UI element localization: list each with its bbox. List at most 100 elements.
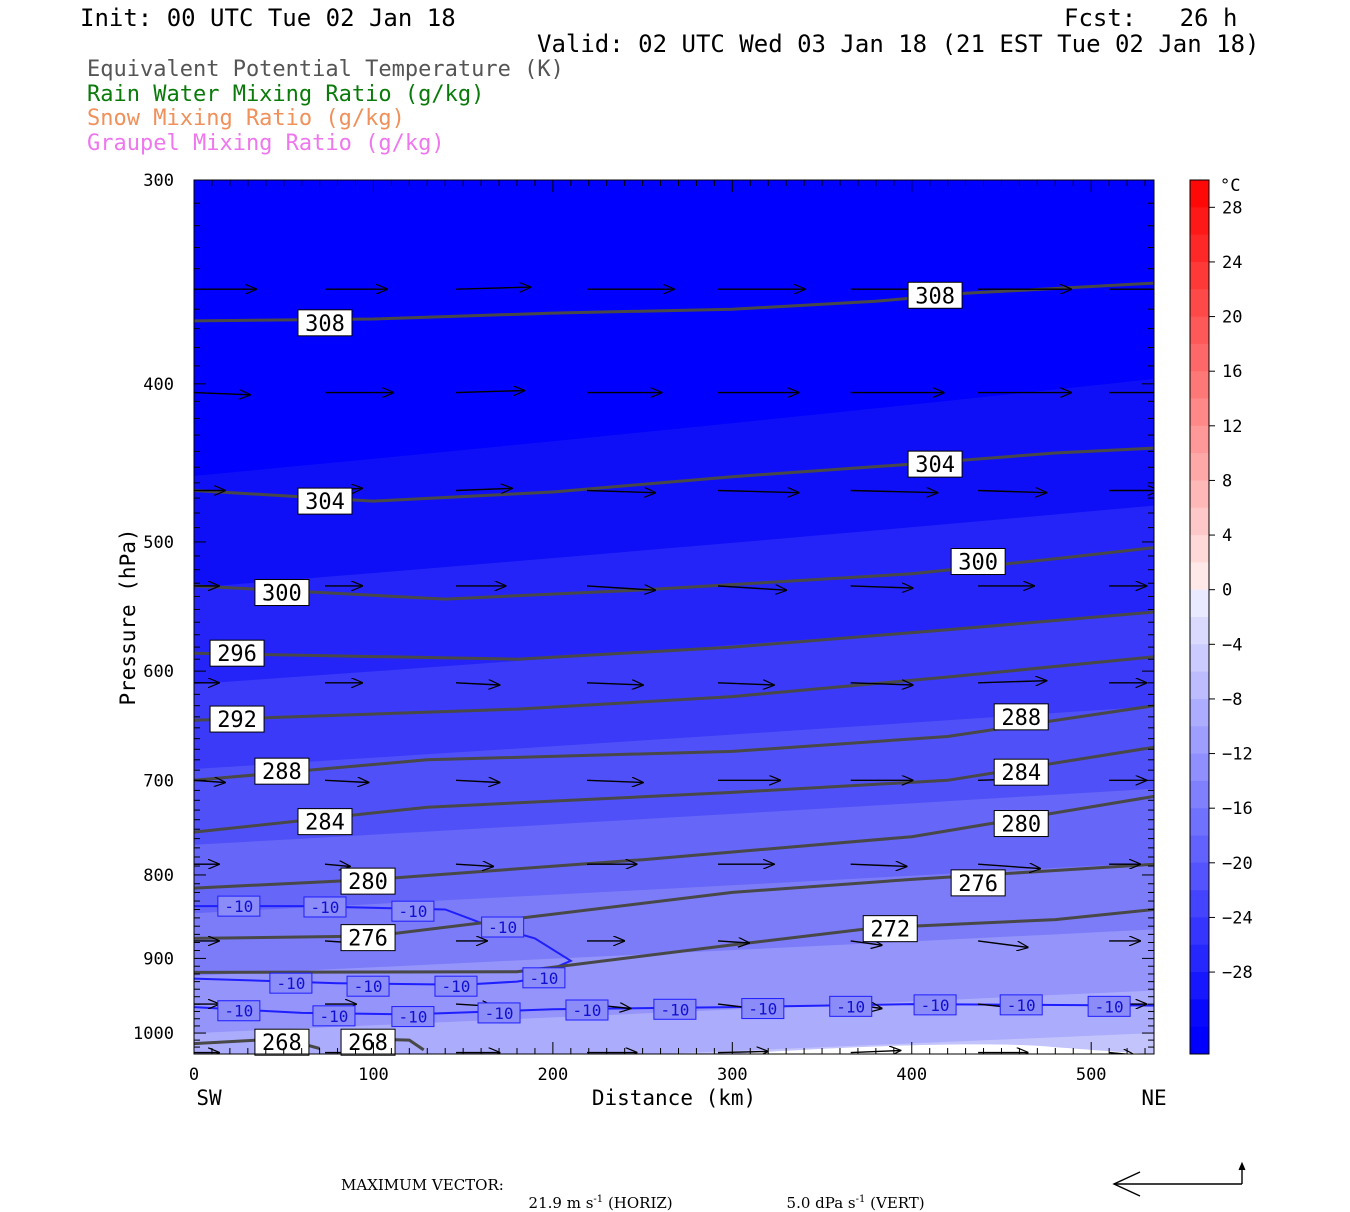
colorbar-frame — [1189, 179, 1210, 1055]
wind-vector — [978, 491, 1046, 493]
colorbar-block — [1190, 753, 1209, 782]
wind-vector — [455, 780, 499, 782]
legend-rain-water: Rain Water Mixing Ratio (g/kg) — [87, 82, 485, 107]
theta-e-label: 280 — [340, 867, 396, 895]
theta-e-label: 268 — [254, 1028, 310, 1056]
wind-vector — [586, 586, 655, 590]
svg-text:-10: -10 — [529, 969, 558, 988]
theta-e-line — [194, 655, 1154, 722]
theta-e-label: 304 — [297, 487, 353, 515]
theta-e-label: 308 — [907, 281, 963, 309]
svg-text:268: 268 — [262, 1031, 302, 1056]
colorbar-block — [1190, 890, 1209, 918]
svg-text:-10: -10 — [836, 997, 865, 1016]
wind-vector — [324, 780, 368, 782]
colorbar-block — [1190, 698, 1209, 727]
theta-e-line — [194, 794, 1154, 890]
y-tick-label: 500 — [143, 533, 174, 553]
max-vector-horiz: 21.9 m s-1 (HORIZ) — [528, 1194, 673, 1212]
colorbar-tick-label: 4 — [1222, 526, 1232, 546]
colorbar-tick-label: −28 — [1222, 963, 1253, 983]
wind-vector — [455, 488, 512, 490]
svg-text:-10: -10 — [224, 897, 253, 916]
svg-text:304: 304 — [305, 490, 345, 515]
isotherm-line — [194, 1003, 1154, 1016]
isotherm-label: -10 — [913, 994, 957, 1016]
colorbar-tick-label: −16 — [1222, 799, 1253, 819]
legend-graupel: Graupel Mixing Ratio (g/kg) — [87, 131, 445, 156]
isotherm-label: -10 — [999, 994, 1043, 1016]
svg-text:-10: -10 — [660, 1000, 689, 1019]
y-tick-label: 300 — [143, 171, 174, 191]
theta-e-label: 304 — [907, 450, 963, 478]
colorbar-block — [1190, 234, 1209, 263]
svg-text:268: 268 — [348, 1031, 388, 1056]
colorbar-block — [1190, 398, 1209, 427]
wind-vector — [194, 393, 250, 395]
colorbar-tick-label: −4 — [1222, 635, 1242, 655]
svg-text:-10: -10 — [748, 1000, 777, 1019]
colorbar-tick-label: 12 — [1222, 417, 1242, 437]
isotherm-label: -10 — [1087, 995, 1131, 1017]
isotherm-label: -10 — [391, 1006, 435, 1028]
y-tick-label: 600 — [143, 662, 174, 682]
svg-text:-10: -10 — [224, 1002, 253, 1021]
isotherm-label: -10 — [477, 1002, 521, 1024]
colorbar-tick-label: 8 — [1222, 471, 1232, 491]
theta-e-line — [194, 610, 1154, 661]
svg-text:-10: -10 — [398, 902, 427, 921]
valid-time: Valid: 02 UTC Wed 03 Jan 18 (21 EST Tue … — [537, 30, 1260, 58]
x-tick-label: 0 — [189, 1065, 199, 1085]
wind-vector — [586, 780, 643, 782]
svg-text:-10: -10 — [311, 898, 340, 917]
wind-vector — [850, 491, 938, 493]
wind-vector — [717, 941, 749, 943]
x-left-direction: SW — [196, 1086, 222, 1110]
svg-text:280: 280 — [348, 870, 388, 895]
svg-text:284: 284 — [1001, 761, 1041, 786]
svg-text:-10: -10 — [485, 1004, 514, 1023]
theta-e-label: 268 — [340, 1028, 396, 1056]
svg-text:-10: -10 — [320, 1007, 349, 1026]
x-tick-label: 300 — [717, 1065, 748, 1085]
colorbar-block — [1190, 862, 1209, 891]
y-tick-label: 1000 — [133, 1024, 174, 1044]
svg-text:280: 280 — [1001, 813, 1041, 838]
wind-vector — [455, 683, 499, 685]
wind-vector — [455, 864, 493, 866]
legend-snow: Snow Mixing Ratio (g/kg) — [87, 106, 405, 131]
svg-text:272: 272 — [870, 918, 910, 943]
colorbar-tick-label: 20 — [1222, 308, 1242, 328]
isotherm-label: -10 — [741, 998, 785, 1020]
colorbar-block — [1190, 808, 1209, 836]
x-tick-label: 100 — [358, 1065, 389, 1085]
x-axis-label: Distance (km) — [592, 1086, 756, 1110]
theta-e-labels: 308 308 304 304 300 300 296 292 288 288 284 284 280 2… — [209, 281, 1049, 1056]
isotherm-label: -10 — [303, 896, 347, 918]
colorbar-block — [1190, 480, 1209, 509]
temperature-colorbar: °C28 24 20 16 12 8 4 0 −4 −8 −12 −16 −20 −24 −28 — [1189, 176, 1253, 1055]
svg-text:-10: -10 — [573, 1001, 602, 1020]
isotherm-labels: -10 -10 -10-10-10 -10 -10 -10-10 -10 -10 -10 -10-… — [217, 895, 1131, 1028]
svg-text:288: 288 — [1001, 706, 1041, 731]
colorbar-block — [1190, 589, 1209, 618]
theta-e-label: 292 — [209, 705, 265, 733]
colorbar-block — [1190, 425, 1209, 454]
colorbar-block — [1190, 1026, 1209, 1055]
wind-vector — [455, 391, 524, 393]
svg-text:-10: -10 — [276, 974, 305, 993]
svg-text:-10: -10 — [354, 977, 383, 996]
theta-e-label: 284 — [993, 758, 1049, 786]
isotherm-label: -10 — [481, 916, 525, 938]
theta-e-line — [194, 908, 1154, 974]
theta-e-label: 296 — [209, 639, 265, 667]
theta-e-label: 284 — [297, 808, 353, 836]
wind-vector — [455, 287, 530, 289]
x-right-direction: NE — [1141, 1086, 1166, 1110]
wind-vector — [717, 586, 786, 590]
colorbar-block — [1190, 617, 1209, 645]
colorbar-block — [1190, 917, 1209, 946]
wind-vector — [978, 940, 1028, 948]
legend-theta-e: Equivalent Potential Temperature (K) — [87, 57, 564, 82]
svg-text:284: 284 — [305, 811, 345, 836]
